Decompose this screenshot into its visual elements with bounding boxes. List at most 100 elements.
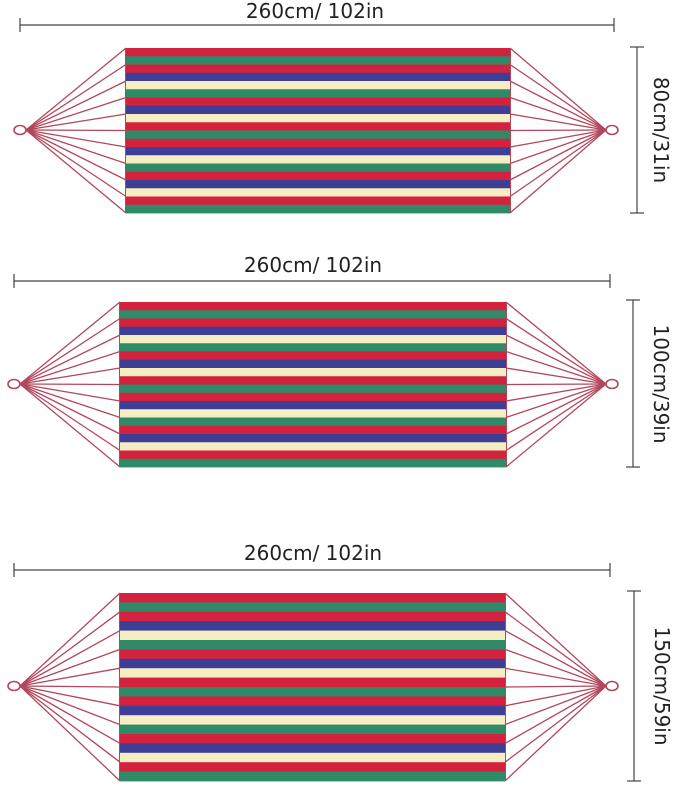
rope-right: [504, 648, 607, 687]
stripe-green: [120, 310, 506, 319]
rope-left: [25, 129, 127, 181]
rope-left: [25, 129, 127, 165]
stripe-red: [120, 450, 506, 460]
ring-left: [7, 378, 21, 390]
stripe-red: [120, 425, 506, 435]
stripe-green: [126, 204, 510, 214]
stripe-green: [120, 687, 505, 697]
height-label: 150cm/59in: [650, 626, 674, 745]
height-label: 80cm/31in: [649, 77, 673, 183]
hammock-body: [7, 592, 619, 782]
rope-left: [25, 129, 127, 148]
rope-right: [504, 685, 607, 782]
rope-left: [25, 47, 127, 131]
stripe-cream: [126, 81, 510, 90]
rope-right: [505, 383, 607, 452]
stripe-cream: [120, 630, 505, 641]
fabric-stripes: [126, 48, 510, 214]
rope-left: [25, 129, 127, 214]
stripe-red: [120, 734, 505, 744]
rope-right: [504, 685, 607, 688]
rope-left: [25, 113, 127, 131]
rope-right: [509, 113, 607, 131]
rope-left: [19, 685, 121, 744]
rope-left: [19, 317, 121, 385]
stripe-cream: [126, 188, 510, 197]
width-label: 260cm/ 102in: [246, 0, 384, 23]
stripe-green: [120, 771, 505, 782]
ring-left: [13, 124, 27, 136]
rope-right: [504, 630, 607, 687]
stripe-red: [120, 611, 505, 622]
rope-left: [19, 383, 121, 386]
stripe-red: [120, 302, 506, 311]
stripe-green: [120, 640, 505, 650]
rope-right: [504, 685, 607, 763]
stripe-red: [120, 318, 506, 328]
rope-left: [19, 301, 121, 385]
stripe-green: [120, 417, 506, 427]
stripe-cream: [120, 409, 506, 418]
stripe-cream: [120, 368, 506, 377]
ring-right: [605, 124, 619, 136]
height-dimension: 80cm/31in: [630, 46, 673, 214]
stripe-green: [126, 89, 510, 98]
stripe-red: [120, 351, 506, 361]
rope-right: [509, 47, 607, 131]
rope-left: [19, 611, 121, 687]
stripe-red: [120, 696, 505, 707]
rope-right: [504, 685, 607, 726]
stripe-green: [126, 130, 510, 140]
rope-left: [19, 383, 121, 419]
ring-left: [7, 680, 21, 692]
rope-left: [25, 96, 127, 131]
width-label: 260cm/ 102in: [244, 253, 382, 277]
stripe-red: [126, 171, 510, 181]
width-label: 260cm/ 102in: [244, 541, 382, 565]
rope-right: [504, 685, 607, 707]
ropes: [25, 47, 607, 214]
rope-left: [19, 685, 121, 688]
rope-right: [509, 63, 607, 131]
rope-right: [505, 350, 607, 385]
ring-right: [605, 378, 619, 390]
stripe-red: [120, 376, 506, 385]
hammock-medium: 260cm/ 102in 100cm/39in: [7, 253, 673, 468]
rope-left: [19, 685, 121, 763]
stripe-blue: [126, 147, 510, 156]
fabric-stripes: [120, 593, 505, 782]
rope-right: [505, 317, 607, 385]
rope-left: [19, 383, 121, 452]
rope-right: [504, 685, 607, 744]
stripe-cream: [120, 668, 505, 678]
height-dimension: 100cm/39in: [626, 299, 673, 468]
rope-right: [504, 592, 607, 687]
stripe-green: [120, 724, 505, 735]
height-label: 100cm/39in: [649, 324, 673, 443]
stripe-green: [120, 384, 506, 394]
stripe-cream: [120, 442, 506, 451]
rope-left: [19, 383, 121, 435]
rope-right: [505, 367, 607, 385]
ring-right: [605, 680, 619, 692]
stripe-red: [126, 196, 510, 206]
rope-left: [25, 129, 127, 132]
rope-right: [505, 383, 607, 468]
stripe-red: [126, 122, 510, 131]
rope-left: [19, 685, 121, 782]
rope-right: [505, 383, 607, 435]
fabric-stripes: [120, 302, 506, 468]
stripe-cream: [120, 715, 505, 725]
stripe-blue: [126, 72, 510, 82]
stripe-red: [126, 64, 510, 74]
stripe-red: [126, 138, 510, 148]
stripe-green: [126, 56, 510, 65]
ropes: [19, 301, 607, 468]
rope-left: [19, 648, 121, 687]
stripe-blue: [126, 105, 510, 115]
stripe-blue: [120, 658, 505, 669]
rope-right: [505, 383, 607, 386]
hammock-large: 260cm/ 102in 150cm/59in: [7, 541, 674, 782]
width-dimension: 260cm/ 102in: [13, 541, 611, 577]
stripe-red: [120, 677, 505, 688]
